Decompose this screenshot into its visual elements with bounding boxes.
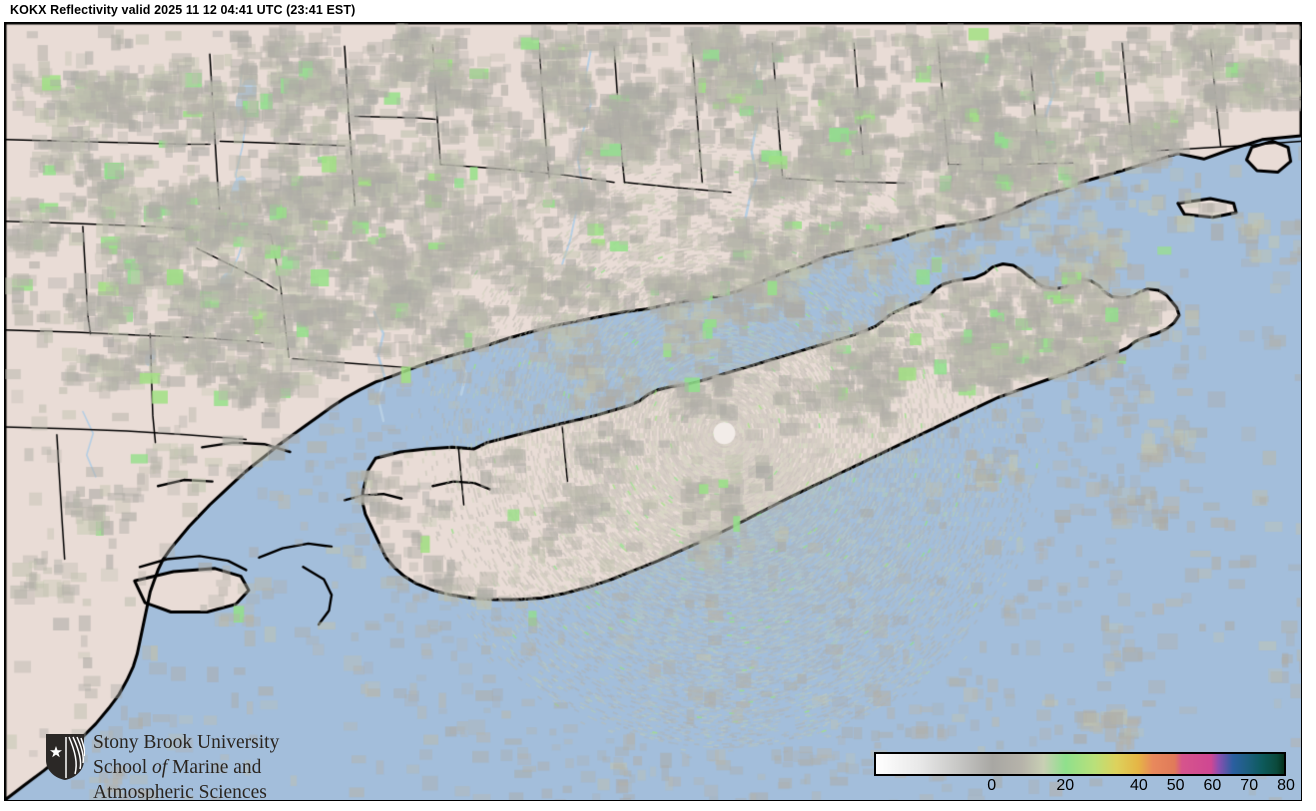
colorbar-gradient bbox=[876, 754, 1284, 774]
radar-map[interactable]: 0 20 40 50 60 70 80 Stony Brook University Sch… bbox=[4, 22, 1302, 801]
logo-line-2-of: of bbox=[152, 757, 168, 778]
shield-icon bbox=[46, 734, 85, 780]
logo-line-1: Stony Brook University bbox=[93, 732, 280, 753]
logo-line-2: School of Marine and bbox=[93, 755, 279, 780]
logo-line-2-a: School bbox=[93, 757, 153, 778]
logo-line-2-c: Marine and bbox=[167, 757, 262, 778]
logo-line-3: Atmospheric Sciences bbox=[93, 782, 267, 801]
colorbar-tick: 70 bbox=[1240, 777, 1259, 794]
radar-map-canvas[interactable] bbox=[5, 23, 1301, 800]
colorbar-tick: 60 bbox=[1203, 777, 1222, 794]
colorbar-tick: 80 bbox=[1277, 777, 1295, 794]
colorbar-tick: 0 bbox=[987, 777, 997, 794]
colorbar: 0 20 40 50 60 70 80 bbox=[874, 752, 1295, 800]
logo-text: Stony Brook University School of Marine … bbox=[93, 730, 280, 801]
colorbar-tick-labels: 0 20 40 50 60 70 80 bbox=[874, 777, 1295, 800]
colorbar-bar bbox=[874, 752, 1286, 776]
colorbar-tick: 40 bbox=[1129, 777, 1148, 794]
stony-brook-logo: Stony Brook University School of Marine … bbox=[45, 730, 315, 801]
page-title: KOKX Reflectivity valid 2025 11 12 04:41… bbox=[10, 3, 356, 17]
colorbar-tick: 20 bbox=[1056, 777, 1075, 794]
colorbar-tick: 50 bbox=[1166, 777, 1185, 794]
